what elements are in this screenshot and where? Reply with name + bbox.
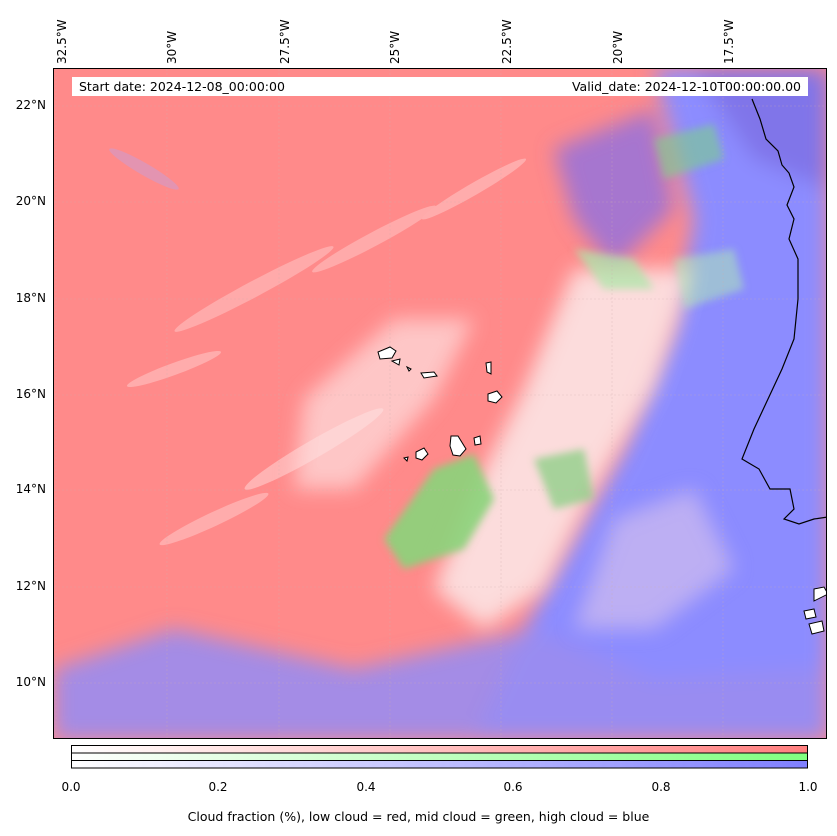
bissagos-islands [803, 586, 826, 635]
cloud-fraction-map: Start date: 2024-12-08_00:00:00 Valid_da… [53, 68, 827, 739]
valid-date-label: Valid_date: 2024-12-10T00:00:00.00 [571, 79, 801, 94]
lon-label-25w: 25°W [388, 30, 402, 64]
colorbar-low-cloud [71, 745, 808, 754]
lat-label-14n: 14°N [15, 482, 46, 496]
lat-label-18n: 18°N [15, 291, 46, 305]
colorbar-tick-1: 0.2 [208, 780, 228, 794]
lat-label-22n: 22°N [15, 98, 46, 112]
colorbar-tick-5: 1.0 [798, 780, 818, 794]
island-boa-vista [487, 390, 503, 404]
lon-label-30w: 30°W [165, 30, 179, 64]
island-brava [403, 456, 409, 462]
lat-label-12n: 12°N [15, 579, 46, 593]
lon-label-17-5w: 17.5°W [722, 19, 736, 64]
lat-label-16n: 16°N [15, 387, 46, 401]
high-cloud-layer [54, 69, 826, 738]
date-label-box: Start date: 2024-12-08_00:00:00 Valid_da… [72, 77, 808, 96]
lat-label-20n: 20°N [15, 194, 46, 208]
island-fogo [415, 447, 429, 461]
graticule [54, 69, 826, 738]
colorbar-tick-3: 0.6 [503, 780, 523, 794]
colorbar-high-cloud [71, 760, 808, 769]
island-maio [473, 435, 482, 446]
colorbar-tick-4: 0.8 [651, 780, 671, 794]
lon-label-22-5w: 22.5°W [500, 19, 514, 64]
coastline [741, 98, 826, 525]
island-sao-nicolau [420, 371, 438, 379]
lon-label-20w: 20°W [611, 30, 625, 64]
colorbar-mid-cloud [71, 752, 808, 761]
map-svg: Start date: 2024-12-08_00:00:00 Valid_da… [54, 69, 826, 738]
island-santo-antao [377, 346, 397, 360]
mixed-cloud-band [294, 269, 734, 629]
low-cloud-streaks [109, 148, 527, 546]
mid-cloud-layer [384, 124, 744, 569]
colorbar [71, 745, 808, 769]
island-sao-vicente [390, 358, 401, 366]
island-santiago [449, 435, 467, 457]
lon-label-32-5w: 32.5°W [55, 19, 69, 64]
colorbar-tick-2: 0.4 [356, 780, 376, 794]
island-sal [485, 361, 492, 375]
colorbar-tick-0: 0.0 [61, 780, 81, 794]
island-santa-luzia [405, 365, 412, 372]
colorbar-label: Cloud fraction (%), low cloud = red, mid… [187, 809, 650, 824]
lat-label-10n: 10°N [15, 675, 46, 689]
start-date-label: Start date: 2024-12-08_00:00:00 [79, 79, 285, 94]
lon-label-27-5w: 27.5°W [278, 19, 292, 64]
cape-verde-islands [377, 346, 503, 462]
